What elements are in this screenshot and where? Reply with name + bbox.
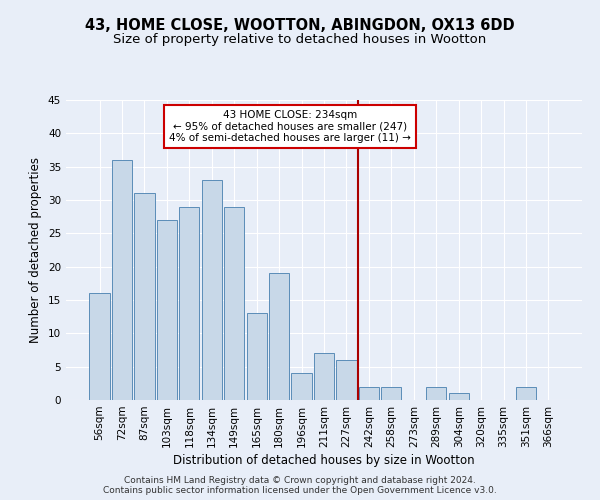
Bar: [381, 386, 401, 400]
Bar: [359, 386, 379, 400]
Bar: [314, 354, 334, 400]
Text: Size of property relative to detached houses in Wootton: Size of property relative to detached ho…: [113, 32, 487, 46]
Bar: [224, 206, 244, 400]
Bar: [202, 180, 222, 400]
Bar: [449, 394, 469, 400]
Bar: [426, 386, 446, 400]
Bar: [337, 360, 356, 400]
Text: 43 HOME CLOSE: 234sqm
← 95% of detached houses are smaller (247)
4% of semi-deta: 43 HOME CLOSE: 234sqm ← 95% of detached …: [169, 110, 411, 143]
Text: Contains public sector information licensed under the Open Government Licence v3: Contains public sector information licen…: [103, 486, 497, 495]
X-axis label: Distribution of detached houses by size in Wootton: Distribution of detached houses by size …: [173, 454, 475, 467]
Text: 43, HOME CLOSE, WOOTTON, ABINGDON, OX13 6DD: 43, HOME CLOSE, WOOTTON, ABINGDON, OX13 …: [85, 18, 515, 32]
Bar: [269, 274, 289, 400]
Bar: [179, 206, 199, 400]
Bar: [292, 374, 311, 400]
Bar: [157, 220, 177, 400]
Y-axis label: Number of detached properties: Number of detached properties: [29, 157, 43, 343]
Bar: [134, 194, 155, 400]
Text: Contains HM Land Registry data © Crown copyright and database right 2024.: Contains HM Land Registry data © Crown c…: [124, 476, 476, 485]
Bar: [89, 294, 110, 400]
Bar: [112, 160, 132, 400]
Bar: [516, 386, 536, 400]
Bar: [247, 314, 267, 400]
